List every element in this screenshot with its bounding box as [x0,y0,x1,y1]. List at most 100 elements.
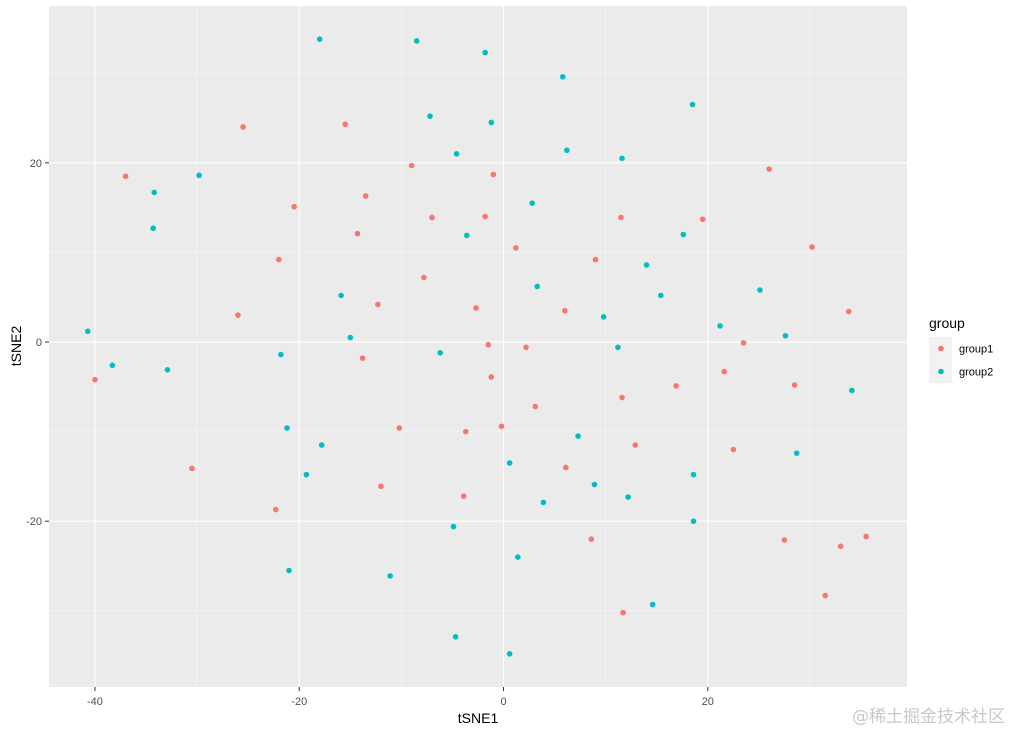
panel-background [49,6,907,687]
x-tick-label: 20 [702,696,714,708]
point-group2 [196,172,202,179]
point-group2 [453,151,460,157]
point-group2 [450,523,457,530]
point-group1 [809,244,815,250]
point-group1 [618,214,624,221]
point-group1 [488,374,495,380]
point-group1 [482,213,488,220]
point-group2 [164,366,171,373]
point-group1 [189,465,195,472]
point-group1 [699,216,706,223]
point-group1 [342,121,349,128]
point-group2 [615,344,621,351]
point-group1 [730,446,737,453]
x-axis-title: tSNE1 [458,710,499,726]
point-group1 [766,166,772,172]
point-group2 [427,113,433,120]
point-group1 [837,543,844,550]
point-group1 [354,230,361,237]
watermark: @稀土掘金技术社区 [852,707,1005,727]
point-group1 [359,355,366,361]
point-group1 [822,592,829,599]
point-group2 [619,155,625,162]
grid-major [49,6,907,687]
point-group2 [488,119,495,126]
point-group2 [303,471,310,478]
point-group2 [757,287,763,293]
point-group2 [318,442,325,448]
point-group1 [240,124,246,130]
point-group1 [721,368,727,375]
point-group1 [276,256,282,263]
point-group1 [523,344,529,351]
point-group1 [429,214,435,221]
point-group1 [462,428,469,435]
point-group2 [575,433,581,439]
point-group1 [235,312,241,318]
point-group2 [689,101,696,108]
point-group1 [619,394,625,401]
point-group1 [781,537,788,543]
point-group2 [534,283,541,290]
legend-label-group1: group1 [959,344,993,356]
point-group2 [506,460,513,466]
x-tick-label: -40 [87,696,103,708]
point-group1 [396,425,403,431]
point-group2 [690,471,697,478]
point-group1 [620,609,626,616]
point-group1 [490,171,497,178]
point-group2 [316,36,323,42]
point-group2 [437,349,444,356]
point-group1 [562,307,568,314]
point-group1 [498,423,505,430]
point-group2 [600,314,607,320]
point-group2 [452,634,459,640]
legend: group group1 group2 [929,315,993,383]
x-tick-label: -20 [291,696,307,708]
point-group1 [375,301,381,308]
point-group2 [690,518,697,525]
point-group2 [151,189,158,196]
y-tick-label: 20 [30,158,42,170]
point-group2 [338,292,344,299]
point-group2 [849,387,855,394]
data-points [85,36,869,657]
point-group2 [643,262,650,268]
point-group1 [122,173,129,180]
point-group2 [506,651,513,657]
point-group1 [563,464,569,471]
point-group2 [387,573,393,579]
point-group2 [109,362,116,369]
legend-marker-group1 [938,345,944,352]
point-group1 [92,376,98,383]
point-group1 [460,493,467,499]
point-group2 [482,49,488,56]
legend-label-group2: group2 [959,367,993,379]
point-group2 [625,494,631,500]
y-axis-title: tSNE2 [8,326,24,367]
point-group1 [473,305,479,311]
point-group2 [717,323,723,329]
point-group2 [286,567,292,574]
point-group1 [592,256,599,263]
point-group1 [362,193,369,199]
point-group1 [378,483,384,490]
x-tick-label: 0 [500,696,506,708]
point-group1 [863,533,869,540]
point-group2 [782,332,789,339]
legend-title: group [929,315,965,331]
point-group1 [740,340,747,346]
point-group1 [512,245,519,251]
point-group2 [559,73,566,80]
point-group2 [85,328,91,335]
point-group2 [680,231,687,238]
point-group2 [347,334,354,341]
point-group1 [485,341,492,348]
point-group2 [278,351,284,358]
point-group1 [673,383,679,389]
point-group2 [793,450,800,456]
point-group2 [658,292,664,299]
point-group2 [413,38,420,44]
point-group2 [284,425,290,431]
point-group2 [540,499,547,506]
